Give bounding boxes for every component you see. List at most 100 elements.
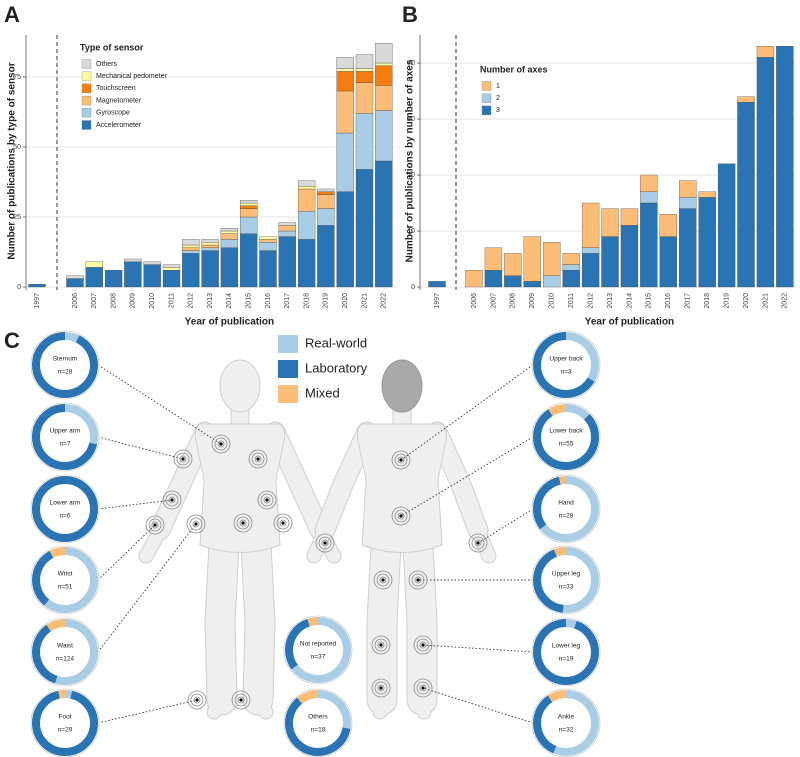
sensor-ring: [237, 696, 245, 704]
legend-label: 1: [496, 83, 500, 90]
bar-segment: [201, 250, 219, 288]
donut-name: Foot: [58, 714, 71, 721]
bar-segment: [336, 71, 354, 92]
x-tick-label: 2021: [361, 293, 368, 309]
x-tick-label: 1997: [434, 293, 441, 309]
bar-segment: [240, 233, 258, 288]
leader-line: [400, 364, 534, 461]
sensor-ring: [233, 513, 253, 533]
sensor-ring: [397, 512, 405, 520]
y-tick-label: 0: [17, 284, 21, 291]
legend-swatch: [278, 360, 298, 378]
bar-segment: [297, 239, 316, 288]
bar-segment: [737, 102, 755, 288]
sensor-ring: [371, 678, 391, 698]
bar-segment: [317, 191, 335, 195]
leader-line: [422, 687, 534, 724]
sensor-dot: [416, 578, 420, 582]
donut-segment: [533, 476, 599, 542]
bar-segment: [297, 186, 316, 190]
sensor-dot: [476, 541, 480, 545]
donut-name: Upper arm: [50, 428, 81, 435]
legend-title: Type of sensor: [80, 42, 144, 52]
sensor-dot: [265, 498, 269, 502]
y-tick-label: 50: [13, 144, 21, 151]
legend-label: Laboratory: [305, 360, 368, 375]
legend-swatch: [278, 335, 298, 353]
sensor-ring: [414, 576, 422, 584]
sensor-ring: [276, 516, 290, 530]
sensor-dot: [256, 457, 260, 461]
sensor-ring: [173, 449, 193, 469]
donut-segment: [533, 690, 599, 756]
sensor-dot: [170, 498, 174, 502]
leader-line: [477, 508, 534, 544]
sensor-ring: [148, 518, 162, 532]
bar-segment: [240, 205, 258, 209]
donut-segment: [533, 547, 599, 613]
donut-segment: [533, 690, 599, 756]
sensor-ring: [193, 696, 201, 704]
sensor-ring: [468, 533, 488, 553]
sensor-ring: [260, 493, 274, 507]
legend-label: Mixed: [305, 385, 340, 400]
bar-segment: [504, 275, 522, 288]
sensor-ring: [394, 453, 408, 467]
donut-name: Wrist: [58, 571, 73, 578]
donut-count: n=29: [58, 727, 73, 734]
sensor-ring: [391, 506, 411, 526]
bar-segment: [375, 110, 393, 162]
donut-name: Others: [308, 714, 328, 721]
sensor-ring: [379, 576, 387, 584]
bar-segment: [375, 62, 393, 66]
bar-segment: [85, 261, 103, 268]
sensor-ring: [279, 519, 287, 527]
sensor-ring: [471, 536, 485, 550]
bar-segment: [317, 194, 335, 209]
bar-segment: [104, 270, 123, 288]
sensor-ring: [211, 434, 231, 454]
sensor-ring: [377, 684, 385, 692]
bar-segment: [201, 247, 219, 251]
legend-swatch: [81, 120, 92, 130]
bar-segment: [484, 247, 503, 271]
x-tick-label: 2011: [568, 293, 575, 308]
bar-segment: [220, 228, 239, 232]
donut-name: Sternum: [53, 356, 78, 363]
x-tick-label: 2016: [265, 293, 272, 309]
sensor-dot: [421, 686, 425, 690]
sensor-ring: [217, 440, 225, 448]
sensor-ring: [374, 681, 388, 695]
sensor-ring: [416, 638, 430, 652]
bar-segment: [698, 197, 716, 288]
bar-segment: [375, 85, 393, 111]
bar-segment: [143, 264, 161, 288]
donut-count: n=3: [560, 369, 571, 376]
bar-segment: [601, 208, 619, 237]
bar-segment: [182, 239, 200, 246]
x-tick-label: 2017: [284, 293, 291, 309]
sensor-dot: [219, 442, 223, 446]
sensor-ring: [257, 490, 277, 510]
bar-segment: [717, 163, 736, 288]
donut-bg: [30, 688, 100, 757]
sensor-ring: [394, 509, 408, 523]
donut-segment: [285, 690, 351, 756]
x-tick-label: 2019: [723, 293, 730, 309]
sensor-ring: [419, 641, 427, 649]
bar-segment: [562, 270, 580, 288]
donut-segment: [32, 547, 98, 613]
bar-segment: [297, 211, 316, 240]
legend-swatch: [481, 93, 492, 103]
bar-segment: [317, 225, 335, 288]
x-tick-label: 2010: [549, 293, 556, 309]
bar-segment: [182, 244, 200, 248]
sensor-dot: [399, 458, 403, 462]
sensor-ring: [248, 449, 268, 469]
bar-segment: [375, 43, 393, 64]
legend-swatch: [81, 108, 92, 118]
x-tick-label: 2022: [782, 293, 789, 309]
sensor-ring: [176, 452, 190, 466]
sensor-dot: [241, 521, 245, 525]
